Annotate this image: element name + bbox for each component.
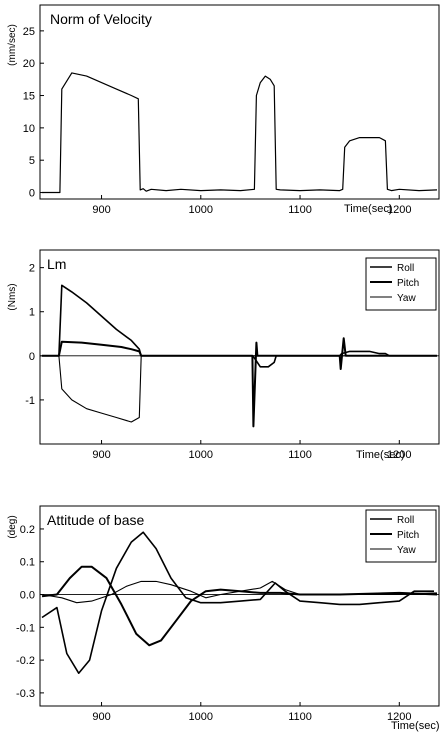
plot-area: 900 1000 1100 1200 0 5 10 15 20 25: [23, 26, 438, 216]
chart-title: Attitude of base: [47, 512, 145, 528]
x-tick-label: 1200: [387, 449, 411, 461]
y-tick-label: 25: [23, 26, 35, 38]
y-tick-label: 10: [23, 123, 35, 135]
panel-attitude: Attitude of base (deg) Time(sec) 900 1000…: [7, 505, 440, 732]
legend-label: Roll: [397, 263, 414, 274]
y-tick-label: 20: [23, 58, 35, 70]
y-tick-label: 15: [23, 91, 35, 103]
x-tick-label: 900: [92, 204, 110, 216]
x-tick-label: 1100: [288, 449, 312, 461]
x-axis-label: Time(sec): [344, 203, 392, 215]
legend-label: Roll: [397, 515, 414, 526]
y-tick-label: 0.1: [20, 557, 35, 569]
x-tick-label: 1200: [387, 711, 411, 723]
y-tick-label: 0: [29, 188, 35, 200]
x-axis-label: Time(sec): [356, 449, 404, 461]
plot-frame: [39, 249, 440, 445]
chart-title: Norm of Velocity: [50, 11, 152, 27]
x-tick-label: 1000: [189, 204, 213, 216]
legend-label: Yaw: [397, 293, 416, 304]
plot-area: 900 1000 1100 1200 -1 0 1 2: [25, 263, 439, 461]
x-tick-label: 1000: [189, 711, 213, 723]
y-tick-label: -1: [25, 395, 35, 407]
y-tick-label: -0.2: [16, 655, 35, 667]
x-tick-label: 1000: [189, 449, 213, 461]
plot-frame: [39, 4, 440, 200]
y-tick-label: 0.2: [20, 524, 35, 536]
x-tick-label: 1100: [288, 711, 312, 723]
series-line-roll: [42, 284, 437, 368]
plot-area: 900 1000 1100 1200 -0.3 -0.2 -0.1 0.0 0.1 0.2: [16, 524, 439, 723]
y-tick-label: 5: [29, 155, 35, 167]
plot-frame: [39, 505, 440, 707]
x-tick-label: 900: [92, 449, 110, 461]
y-axis-label: (Nms): [7, 283, 18, 310]
series-line-norm: [42, 72, 438, 194]
chart-title: Lm: [47, 256, 66, 272]
legend-label: Yaw: [397, 545, 416, 556]
series-line-yaw: [41, 580, 438, 604]
panel-velocity: Norm of Velocity (mm/sec) Time(sec) 900 1…: [7, 4, 440, 216]
legend: Roll Pitch Yaw: [365, 509, 437, 563]
legend: Roll Pitch Yaw: [365, 257, 437, 311]
panel-lm: Lm (Nms) Time(sec) 900 1000 1100 1200-1012 …: [7, 249, 440, 461]
x-tick-label: 1200: [387, 204, 411, 216]
y-tick-label: -0.3: [16, 688, 35, 700]
y-tick-label: -0.1: [16, 622, 35, 634]
series-line-yaw: [42, 355, 437, 423]
y-tick-label: 1: [29, 307, 35, 319]
y-axis-label: (deg): [7, 515, 18, 538]
y-tick-label: 0: [29, 351, 35, 363]
series-line-roll: [41, 531, 434, 675]
legend-label: Pitch: [397, 278, 419, 289]
series-line-pitch: [41, 565, 438, 647]
legend-label: Pitch: [397, 530, 419, 541]
x-tick-label: 1100: [288, 204, 312, 216]
x-axis-label: Time(sec): [391, 720, 439, 732]
y-tick-label: 0.0: [20, 590, 35, 602]
x-tick-label: 900: [92, 711, 110, 723]
y-axis-label: (mm/sec): [7, 24, 18, 66]
y-tick-label: 2: [29, 263, 35, 275]
